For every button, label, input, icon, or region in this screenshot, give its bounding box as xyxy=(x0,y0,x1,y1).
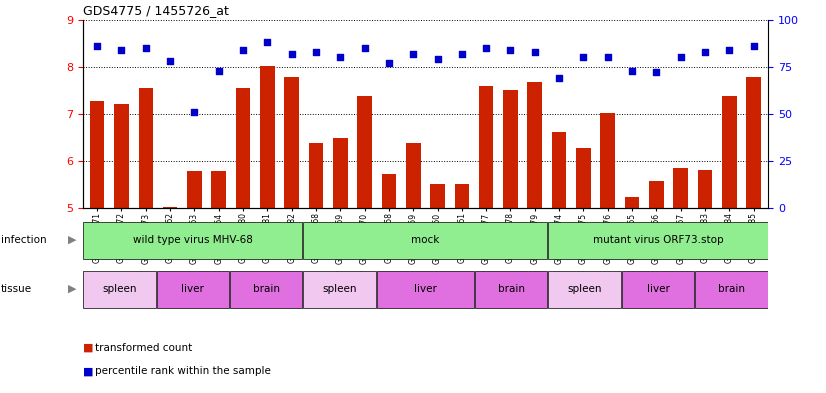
Bar xyxy=(479,86,493,208)
Bar xyxy=(695,271,767,309)
Text: spleen: spleen xyxy=(567,284,602,294)
Point xyxy=(140,45,153,51)
Bar xyxy=(576,148,591,208)
Bar xyxy=(552,132,567,208)
Point xyxy=(115,47,128,53)
Point xyxy=(212,68,225,74)
Text: brain: brain xyxy=(718,284,745,294)
Text: liver: liver xyxy=(414,284,437,294)
Bar xyxy=(382,174,396,208)
Bar xyxy=(83,222,302,259)
Point xyxy=(164,58,177,64)
Text: spleen: spleen xyxy=(102,284,136,294)
Bar xyxy=(548,271,621,309)
Point xyxy=(723,47,736,53)
Text: ▶: ▶ xyxy=(68,235,76,245)
Text: ▶: ▶ xyxy=(68,284,76,294)
Point xyxy=(382,60,396,66)
Bar xyxy=(406,143,420,208)
Point xyxy=(650,69,663,75)
Point xyxy=(310,49,323,55)
Bar xyxy=(235,88,250,208)
Point xyxy=(601,54,615,61)
Text: tissue: tissue xyxy=(1,284,32,294)
Bar xyxy=(649,181,663,208)
Bar xyxy=(303,271,376,309)
Bar xyxy=(622,271,694,309)
Point xyxy=(698,49,711,55)
Bar xyxy=(722,96,737,208)
Text: GDS4775 / 1455726_at: GDS4775 / 1455726_at xyxy=(83,4,229,17)
Point xyxy=(747,43,760,49)
Point xyxy=(504,47,517,53)
Point xyxy=(577,54,590,61)
Point xyxy=(91,43,104,49)
Text: liver: liver xyxy=(647,284,669,294)
Bar xyxy=(548,222,767,259)
Bar xyxy=(601,113,615,208)
Point xyxy=(406,50,420,57)
Bar xyxy=(83,271,155,309)
Point xyxy=(188,109,201,115)
Bar xyxy=(260,66,275,208)
Text: ■: ■ xyxy=(83,366,93,376)
Point xyxy=(674,54,687,61)
Text: infection: infection xyxy=(1,235,46,245)
Bar xyxy=(528,82,542,208)
Bar xyxy=(503,90,518,208)
Point xyxy=(480,45,493,51)
Bar xyxy=(303,222,548,259)
Bar xyxy=(475,271,548,309)
Bar xyxy=(333,138,348,208)
Point xyxy=(528,49,541,55)
Bar xyxy=(698,170,712,208)
Point xyxy=(261,39,274,46)
Point xyxy=(431,56,444,62)
Text: liver: liver xyxy=(182,284,204,294)
Point xyxy=(455,50,468,57)
Bar xyxy=(358,96,372,208)
Point xyxy=(358,45,371,51)
Text: mock: mock xyxy=(411,235,439,245)
Bar xyxy=(430,184,445,208)
Bar xyxy=(454,184,469,208)
Point xyxy=(553,75,566,81)
Bar xyxy=(673,168,688,208)
Bar xyxy=(139,88,153,208)
Bar xyxy=(309,143,323,208)
Bar xyxy=(114,104,129,208)
Bar xyxy=(157,271,229,309)
Bar xyxy=(377,271,474,309)
Bar xyxy=(90,101,104,208)
Point xyxy=(236,47,249,53)
Bar xyxy=(624,196,639,208)
Text: brain: brain xyxy=(497,284,525,294)
Text: percentile rank within the sample: percentile rank within the sample xyxy=(95,366,271,376)
Text: wild type virus MHV-68: wild type virus MHV-68 xyxy=(133,235,253,245)
Bar xyxy=(284,77,299,208)
Point xyxy=(285,50,298,57)
Text: brain: brain xyxy=(253,284,280,294)
Text: ■: ■ xyxy=(83,343,93,353)
Bar xyxy=(230,271,302,309)
Bar xyxy=(747,77,761,208)
Point xyxy=(334,54,347,61)
Point xyxy=(625,68,638,74)
Bar xyxy=(211,171,226,208)
Text: spleen: spleen xyxy=(322,284,357,294)
Text: mutant virus ORF73.stop: mutant virus ORF73.stop xyxy=(593,235,724,245)
Bar xyxy=(188,171,202,208)
Text: transformed count: transformed count xyxy=(95,343,192,353)
